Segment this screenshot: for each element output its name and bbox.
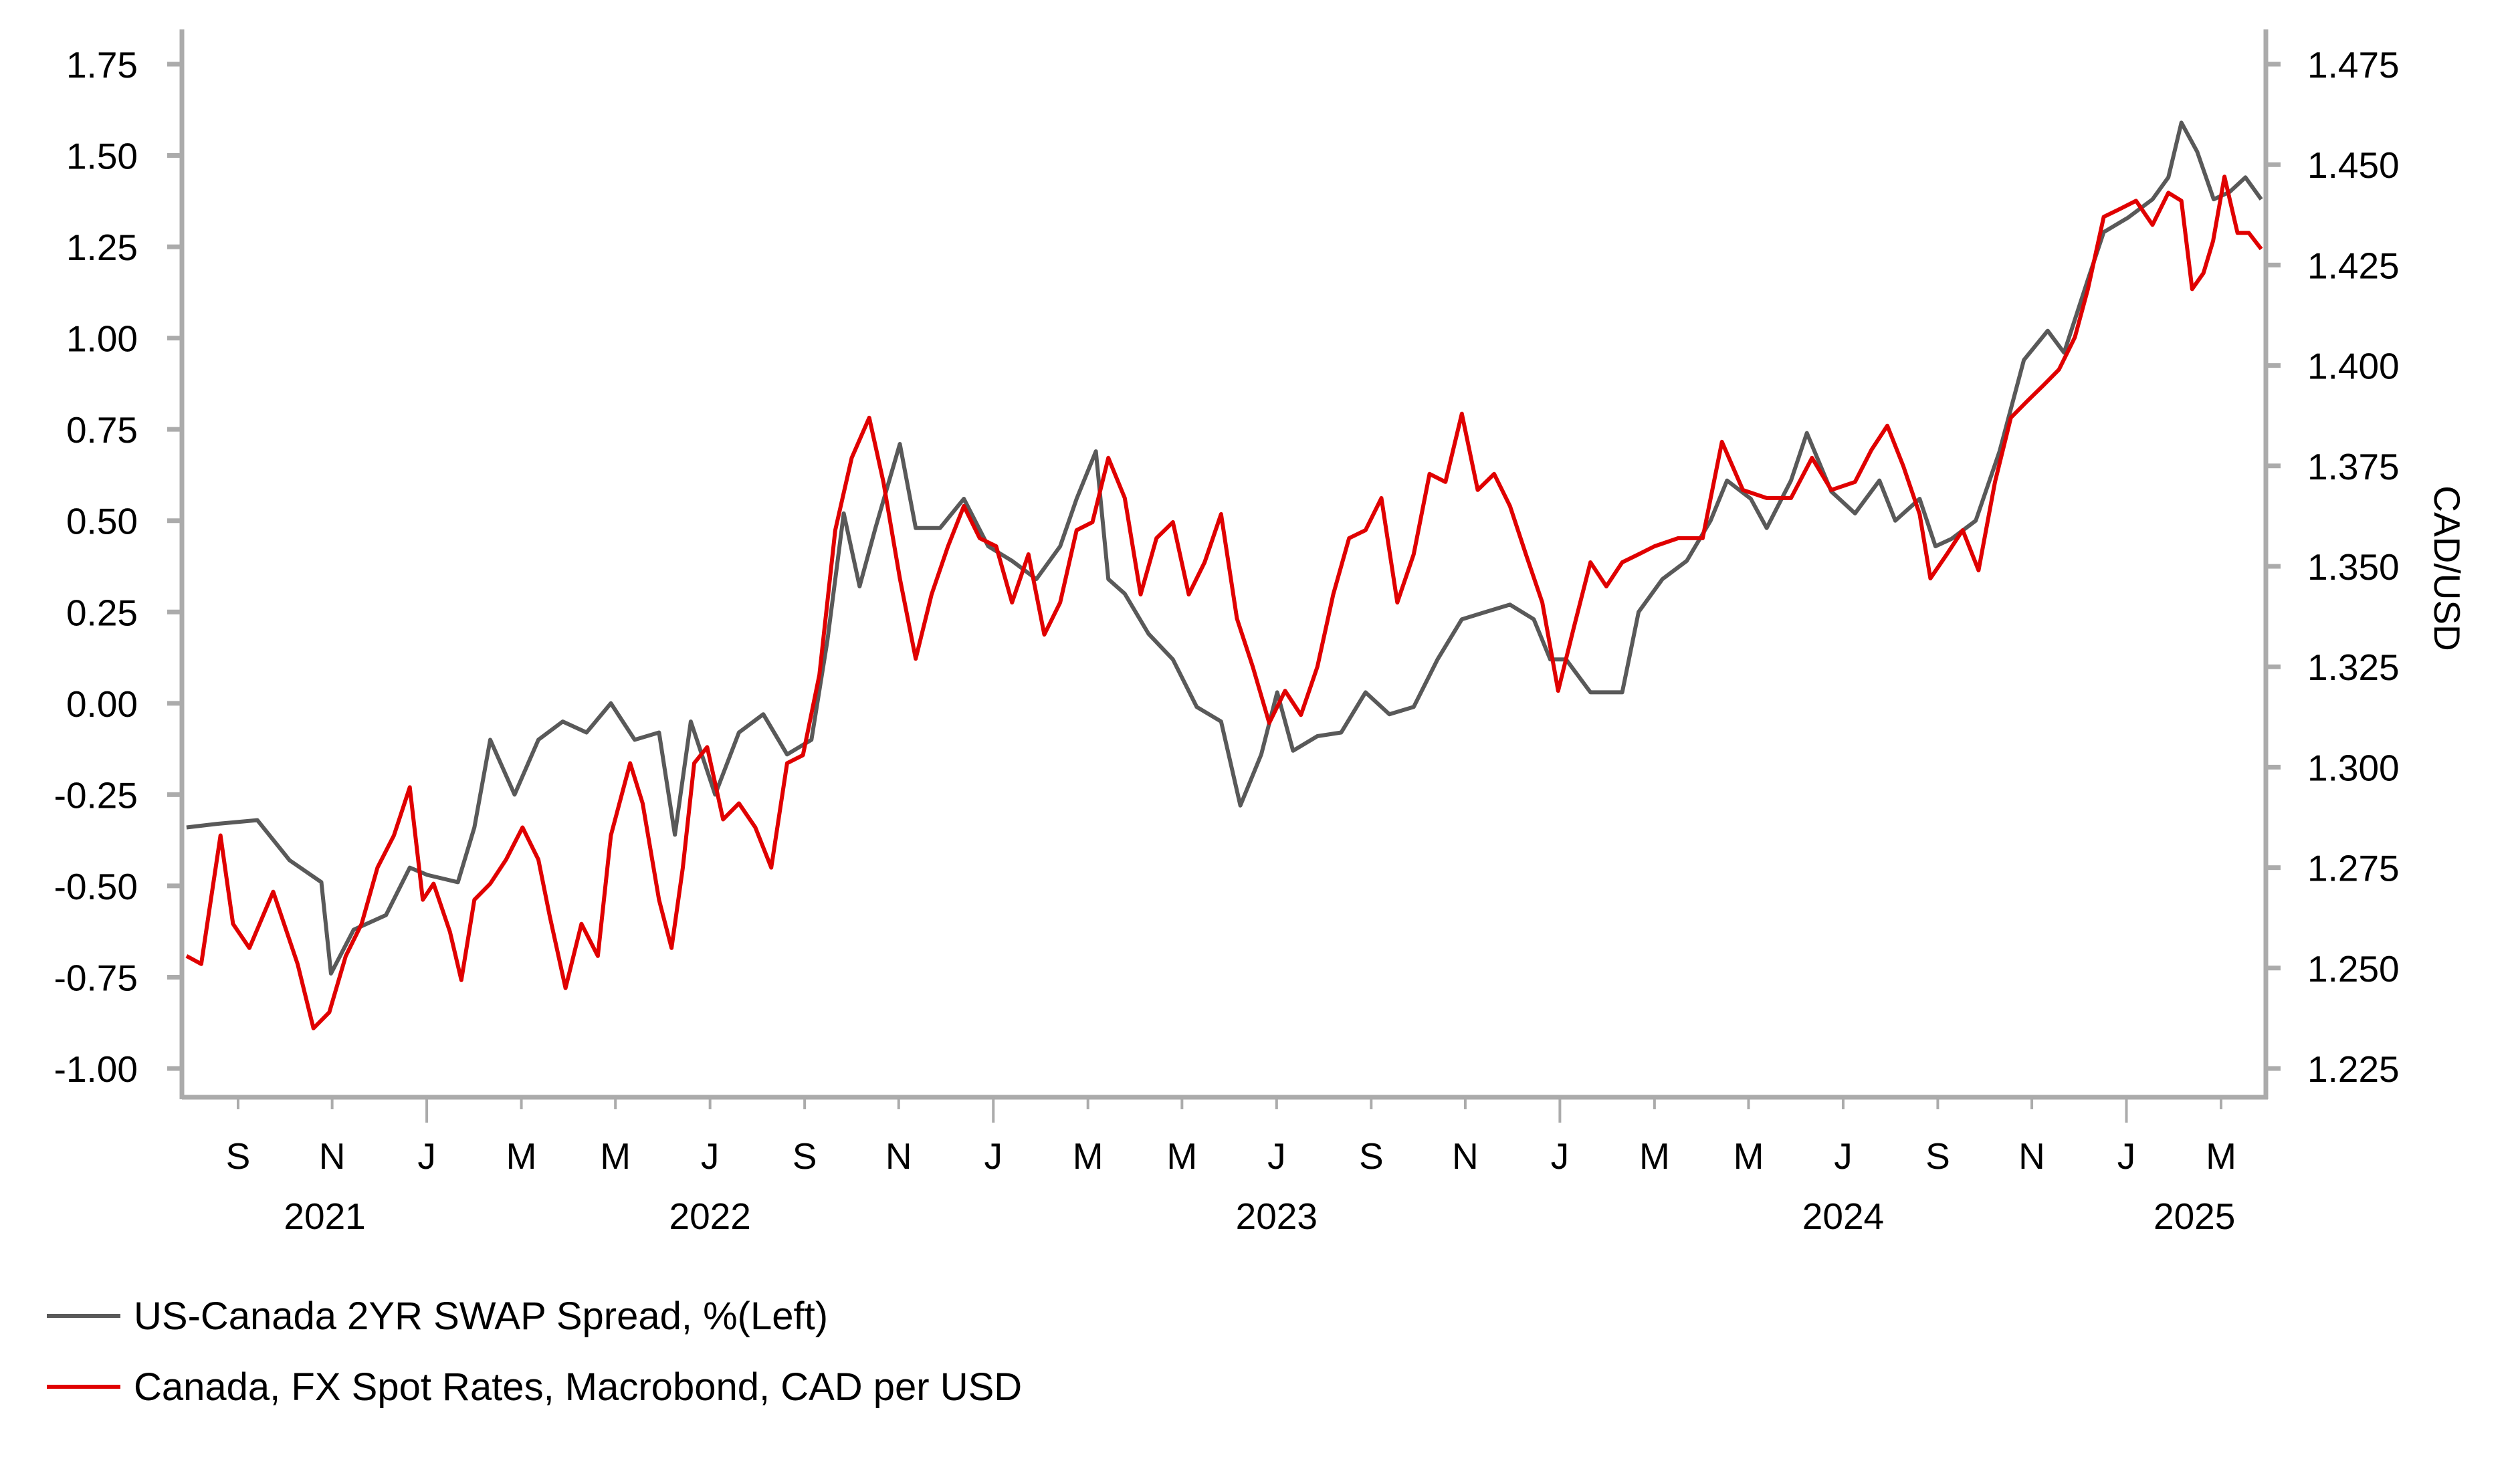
legend-swatch-swap-spread [47, 1314, 120, 1318]
x-month-label: J [417, 1135, 436, 1177]
left-tick-label: -0.50 [54, 866, 138, 907]
left-tick-label: 1.50 [66, 136, 138, 177]
right-axis-ticks: 1.475 1.450 1.425 1.400 1.375 1.350 1.325 1.300… [2266, 44, 2400, 1090]
legend-label-swap-spread: US-Canada 2YR SWAP Spread, %(Left) [134, 1294, 829, 1338]
left-tick-label: 1.25 [66, 227, 138, 268]
right-tick-label: 1.275 [2307, 848, 2400, 889]
x-year-label: 2021 [284, 1196, 365, 1237]
x-month-label: N [885, 1135, 912, 1177]
right-tick-label: 1.325 [2307, 647, 2400, 688]
legend-item-swap-spread: US-Canada 2YR SWAP Spread, %(Left) [47, 1280, 1022, 1351]
x-month-label: M [2206, 1135, 2236, 1177]
right-tick-label: 1.350 [2307, 546, 2400, 588]
x-month-label: S [793, 1135, 817, 1177]
x-axis-ticks: S N J M M J S N J M M J S N J M M J S N J M 2021 2022 2023 2024 20… [226, 1097, 2236, 1237]
x-month-label: J [1267, 1135, 1286, 1177]
legend-swatch-cad-usd [47, 1385, 120, 1389]
x-month-label: J [984, 1135, 1003, 1177]
right-tick-label: 1.425 [2307, 245, 2400, 286]
left-tick-label: 0.75 [66, 409, 138, 451]
right-tick-label: 1.375 [2307, 446, 2400, 487]
right-tick-label: 1.300 [2307, 747, 2400, 788]
x-month-label: N [319, 1135, 346, 1177]
x-month-label: J [1834, 1135, 1853, 1177]
left-tick-label: -0.75 [54, 957, 138, 998]
x-month-label: N [2018, 1135, 2045, 1177]
x-month-label: J [701, 1135, 720, 1177]
right-tick-label: 1.225 [2307, 1048, 2400, 1090]
right-tick-label: 1.450 [2307, 144, 2400, 186]
legend-label-cad-usd: Canada, FX Spot Rates, Macrobond, CAD pe… [134, 1365, 1023, 1409]
left-tick-label: 0.50 [66, 501, 138, 542]
series-line-swap-spread [186, 120, 2263, 976]
x-month-label: S [226, 1135, 251, 1177]
x-year-label: 2025 [2154, 1196, 2235, 1237]
x-month-label: J [2117, 1135, 2136, 1177]
left-tick-label: 1.75 [66, 44, 138, 86]
left-tick-label: -0.25 [54, 774, 138, 816]
x-month-label: M [1166, 1135, 1197, 1177]
series-lines [185, 120, 2263, 1030]
legend: US-Canada 2YR SWAP Spread, %(Left) Canad… [47, 1280, 1022, 1422]
chart: 1.75 1.50 1.25 1.00 0.75 0.50 0.25 0.00 -0.25 -0.… [54, 29, 2468, 1237]
x-month-label: M [1073, 1135, 1104, 1177]
x-month-label: S [1359, 1135, 1384, 1177]
legend-item-cad-usd: Canada, FX Spot Rates, Macrobond, CAD pe… [47, 1351, 1022, 1422]
x-year-label: 2023 [1236, 1196, 1318, 1237]
x-month-label: M [600, 1135, 631, 1177]
x-year-label: 2022 [669, 1196, 750, 1237]
right-tick-label: 1.250 [2307, 948, 2400, 990]
x-year-label: 2024 [1802, 1196, 1884, 1237]
x-month-label: N [1452, 1135, 1479, 1177]
x-month-label: M [1734, 1135, 1764, 1177]
x-month-label: M [1639, 1135, 1670, 1177]
left-tick-label: 0.25 [66, 592, 138, 633]
x-month-label: M [506, 1135, 537, 1177]
left-axis-ticks: 1.75 1.50 1.25 1.00 0.75 0.50 0.25 0.00 -0.25 -0.… [54, 44, 182, 1090]
x-month-label: S [1925, 1135, 1950, 1177]
left-tick-label: 1.00 [66, 318, 138, 360]
left-tick-label: 0.00 [66, 683, 138, 725]
series-line-cad-usd [185, 175, 2263, 1030]
left-tick-label: -1.00 [54, 1048, 138, 1090]
right-tick-label: 1.475 [2307, 44, 2400, 86]
right-axis-title: CAD/USD [2426, 485, 2468, 651]
x-month-label: J [1551, 1135, 1570, 1177]
right-tick-label: 1.400 [2307, 346, 2400, 387]
axes [179, 29, 2269, 1100]
